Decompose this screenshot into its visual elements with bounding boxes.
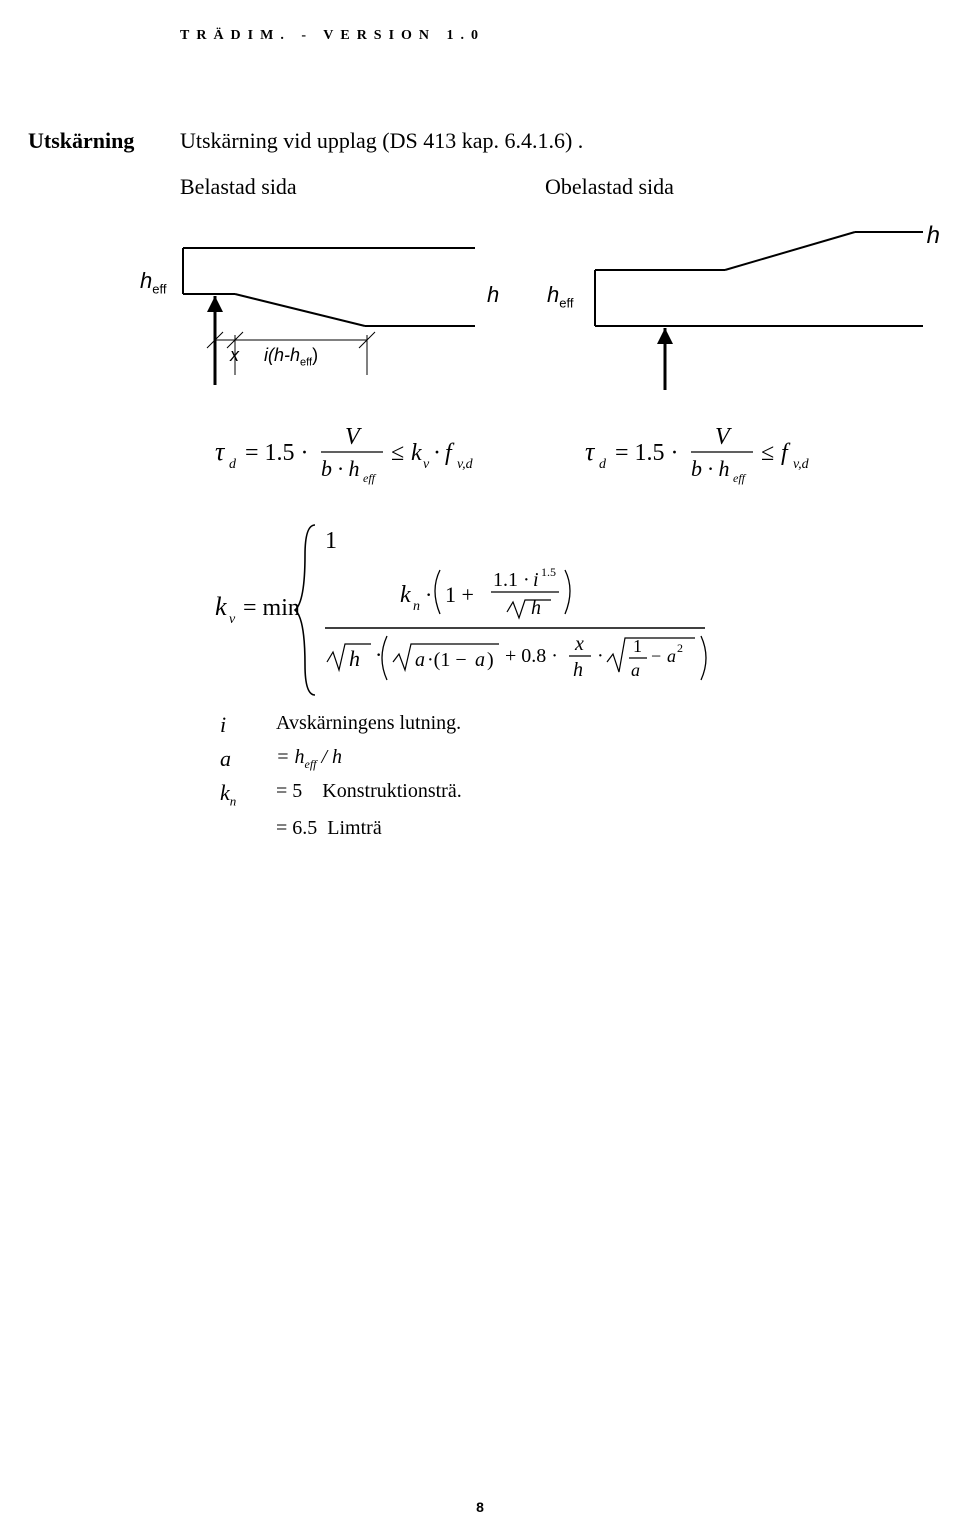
svg-text:b · h: b · h	[691, 456, 730, 481]
svg-text:v,d: v,d	[457, 457, 474, 472]
svg-text:1: 1	[633, 636, 642, 656]
svg-text:1.1 ·: 1.1 ·	[493, 569, 530, 591]
svg-text:·: ·	[597, 645, 604, 667]
h-label-middle: h	[487, 282, 499, 308]
svg-text:v,d: v,d	[793, 457, 810, 472]
obelastad-label: Obelastad sida	[545, 174, 674, 200]
svg-text:b · h: b · h	[321, 456, 360, 481]
svg-text:1 +: 1 +	[445, 582, 474, 607]
svg-text:k: k	[215, 592, 227, 621]
svg-text:≤: ≤	[761, 440, 774, 466]
page-number: 8	[476, 1499, 484, 1515]
tau-formula-left: τ d = 1.5 · V b · h eff ≤ k v · f v,d	[215, 418, 495, 490]
svg-text:·(1 −: ·(1 −	[427, 649, 467, 671]
svg-text:1.5: 1.5	[541, 565, 556, 579]
def-kn-2: = 6.5 Limträ	[220, 817, 462, 840]
svg-text:−: −	[651, 646, 661, 666]
notch-diagram-svg	[135, 230, 925, 410]
title-line: Utskärning vid upplag (DS 413 kap. 6.4.1…	[180, 128, 583, 154]
svg-text:d: d	[229, 457, 237, 472]
kv-min-formula: k v = min 1 k n · 1 + 1.1 · i 1.5	[215, 510, 735, 710]
svg-text:h: h	[349, 646, 360, 671]
svg-text:·: ·	[375, 642, 382, 667]
svg-text:x: x	[574, 633, 584, 655]
svg-text:τ: τ	[585, 437, 596, 466]
svg-text:2: 2	[677, 641, 683, 655]
h-label-right: h	[927, 222, 940, 250]
svg-text:τ: τ	[215, 437, 226, 466]
svg-text:v: v	[229, 612, 236, 627]
svg-text:k: k	[411, 440, 422, 466]
svg-text:n: n	[413, 599, 420, 614]
svg-text:a: a	[415, 649, 425, 671]
svg-text:f: f	[445, 440, 455, 466]
svg-text:·: ·	[425, 582, 432, 607]
svg-text:a: a	[667, 646, 676, 666]
page-root: TRÄDIM. - VERSION 1.0 Utskärning Utskärn…	[0, 0, 960, 1533]
def-a: a = heff / h	[220, 746, 462, 772]
svg-text:i: i	[533, 569, 539, 591]
x-ihh-label: x i(h-heff)	[230, 345, 318, 369]
def-kn-1: kn = 5 Konstruktionsträ.	[220, 780, 462, 809]
svg-text:V: V	[345, 424, 362, 450]
svg-text:1: 1	[325, 528, 337, 554]
svg-text:eff: eff	[363, 471, 377, 485]
svg-text:v: v	[423, 457, 430, 472]
tau-formula-right: τ d = 1.5 · V b · h eff ≤ f v,d	[585, 418, 835, 490]
svg-text:= 1.5 ·: = 1.5 ·	[615, 440, 679, 466]
svg-text:≤: ≤	[391, 440, 404, 466]
belastad-label: Belastad sida	[180, 174, 297, 200]
svg-text:a: a	[631, 660, 640, 680]
def-i: i Avskärningens lutning.	[220, 712, 462, 738]
svg-text:d: d	[599, 457, 607, 472]
svg-text:h: h	[531, 597, 541, 619]
svg-text:= 1.5 ·: = 1.5 ·	[245, 440, 309, 466]
svg-text:k: k	[400, 582, 411, 608]
heff-label-right: heff	[547, 282, 573, 310]
svg-text:eff: eff	[733, 471, 747, 485]
heff-label-left: heff	[140, 268, 166, 296]
svg-text:·: ·	[433, 440, 441, 466]
svg-text:= min: = min	[243, 595, 300, 621]
page-header: TRÄDIM. - VERSION 1.0	[180, 28, 485, 44]
svg-text:): )	[487, 649, 494, 671]
svg-text:f: f	[781, 440, 791, 466]
svg-text:a: a	[475, 649, 485, 671]
definitions-block: i Avskärningens lutning. a = heff / h kn…	[220, 712, 462, 848]
svg-text:h: h	[573, 659, 583, 681]
side-heading: Utskärning	[28, 128, 134, 154]
svg-text:+ 0.8 ·: + 0.8 ·	[505, 645, 558, 667]
diagram-area: heff h heff h x i(h-heff)	[135, 230, 925, 430]
svg-text:V: V	[715, 424, 732, 450]
